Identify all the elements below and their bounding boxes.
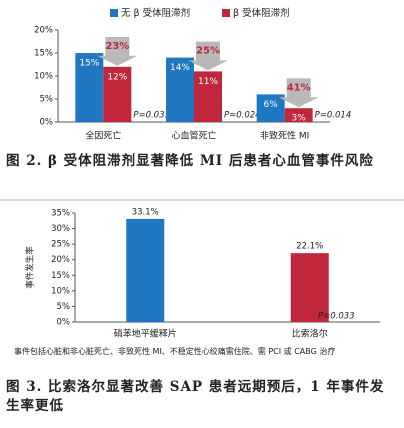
y-tick-label: 20% bbox=[51, 255, 70, 265]
bar bbox=[166, 57, 194, 122]
legend-swatch bbox=[110, 9, 118, 17]
reduction-label: 25% bbox=[196, 46, 220, 57]
y-tick-label: 0% bbox=[40, 118, 54, 128]
value-label: 14% bbox=[170, 63, 190, 73]
p-value: P=0.031 bbox=[133, 111, 170, 121]
y-tick-label: 15% bbox=[34, 49, 53, 59]
y-tick-label: 20% bbox=[34, 26, 53, 36]
bar bbox=[194, 71, 222, 122]
y-axis-label: 事件发生率 bbox=[25, 246, 36, 289]
p-value: P=0.033 bbox=[318, 312, 355, 322]
y-tick-label: 10% bbox=[51, 286, 70, 296]
legend-label: β 受体阻滞剂 bbox=[233, 7, 290, 19]
bar bbox=[256, 94, 285, 122]
y-tick-label: 35% bbox=[51, 209, 70, 219]
caption: 图 2. β 受体阻滞剂显著降低 MI 后患者心血管事件风险 bbox=[6, 153, 374, 169]
bar bbox=[284, 108, 313, 122]
p-value: P=0.024 bbox=[224, 111, 261, 121]
y-tick-label: 25% bbox=[51, 240, 70, 250]
footnote: 事件包括心脏和非心脏死亡、非致死性 MI、不稳定性心绞痛需住院、需 PCI 或 … bbox=[14, 347, 336, 356]
x-tick-label: 全因死亡 bbox=[85, 130, 121, 142]
value-label: 22.1% bbox=[296, 242, 323, 252]
y-tick-label: 30% bbox=[51, 224, 70, 234]
reduction-arrow bbox=[97, 37, 138, 66]
x-tick-label: 硝苯地平缓释片 bbox=[114, 328, 177, 340]
bar bbox=[126, 218, 165, 322]
caption: 图 3. 比索洛尔显著改善 SAP 患者远期预后，1 年事件发生率更低 bbox=[6, 379, 385, 414]
x-tick-label: 比索洛尔 bbox=[292, 328, 328, 340]
value-label: 3% bbox=[292, 114, 307, 124]
y-tick-label: 10% bbox=[34, 72, 53, 82]
y-tick-label: 5% bbox=[57, 302, 71, 312]
legend-swatch bbox=[222, 9, 230, 17]
value-label: 11% bbox=[198, 77, 218, 87]
value-label: 12% bbox=[107, 72, 127, 82]
reduction-label: 41% bbox=[287, 82, 311, 93]
value-label: 33.1% bbox=[132, 207, 159, 217]
reduction-label: 23% bbox=[105, 41, 129, 52]
x-tick-label: 非致死性 MI bbox=[260, 130, 309, 142]
reduction-arrow bbox=[188, 41, 228, 71]
y-tick-label: 5% bbox=[40, 95, 54, 105]
x-tick-label: 心血管死亡 bbox=[171, 130, 216, 142]
chart-2: 0% 5% 10% 15% 20% 25% 30% 35% 事件发生率 33.1% 硝苯地平缓释片 2… bbox=[25, 207, 380, 340]
value-label: 15% bbox=[79, 59, 99, 69]
bar bbox=[290, 253, 329, 322]
divider bbox=[0, 199, 404, 201]
reduction-arrow bbox=[278, 78, 319, 108]
bar bbox=[103, 66, 132, 122]
legend-label: 无 β 受体阻滞剂 bbox=[121, 7, 190, 19]
p-value: P=0.014 bbox=[315, 111, 352, 121]
bar bbox=[75, 53, 104, 122]
y-tick-label: 15% bbox=[51, 271, 70, 281]
y-tick-label: 0% bbox=[57, 318, 71, 328]
value-label: 6% bbox=[264, 100, 279, 110]
